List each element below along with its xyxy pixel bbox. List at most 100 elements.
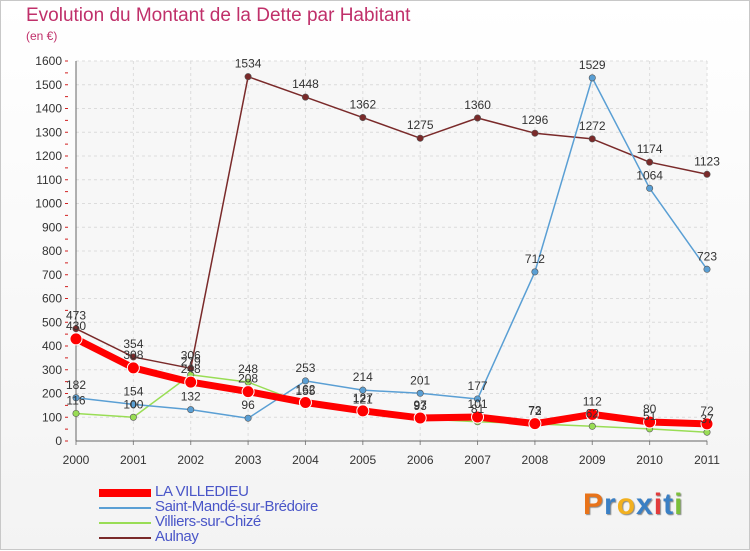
data-label-la-villedieu: 248 <box>181 362 201 376</box>
data-label-saint-mande-sur-bredoire: 1529 <box>579 58 606 72</box>
x-tick-label: 2002 <box>177 453 204 467</box>
logo-letter: t <box>663 488 675 521</box>
data-label-la-villedieu: 101 <box>468 397 488 411</box>
data-label-saint-mande-sur-bredoire: 132 <box>181 390 201 404</box>
data-label-saint-mande-sur-bredoire: 253 <box>295 361 315 375</box>
data-label-aulnay: 1448 <box>292 77 319 91</box>
data-label-saint-mande-sur-bredoire: 1064 <box>636 168 663 182</box>
data-point-saint-mande-sur-bredoire <box>703 265 711 273</box>
series-line-aulnay <box>75 75 708 370</box>
data-point-saint-mande-sur-bredoire <box>531 268 539 276</box>
data-label-la-villedieu: 127 <box>353 391 373 405</box>
data-point-saint-mande-sur-bredoire <box>646 184 654 192</box>
x-tick-label: 2011 <box>694 453 720 467</box>
y-tick-label: 900 <box>42 220 62 234</box>
data-label-la-villedieu: 97 <box>414 398 428 412</box>
data-point-la-villedieu <box>413 411 427 425</box>
data-point-aulnay <box>588 135 596 143</box>
data-point-aulnay <box>703 170 711 178</box>
data-label-aulnay: 1174 <box>637 142 663 156</box>
data-label-villiers-sur-chize: 62 <box>586 406 600 420</box>
data-point-villiers-sur-chize <box>129 413 137 421</box>
data-point-saint-mande-sur-bredoire <box>244 414 252 422</box>
legend-label: Villiers-sur-Chizé <box>155 513 261 530</box>
y-tick-label: 500 <box>42 315 62 329</box>
proxiti-logo: Proxiti <box>583 488 683 522</box>
data-label-la-villedieu: 308 <box>123 348 143 362</box>
data-point-aulnay <box>244 73 252 81</box>
data-point-saint-mande-sur-bredoire <box>129 400 137 408</box>
data-point-aulnay <box>301 93 309 101</box>
y-tick-label: 400 <box>42 339 62 353</box>
y-tick-label: 1200 <box>35 149 62 163</box>
y-tick-label: 0 <box>55 434 62 448</box>
data-point-villiers-sur-chize <box>588 422 596 430</box>
legend-label: Saint-Mandé-sur-Brédoire <box>155 498 318 515</box>
data-label-la-villedieu: 112 <box>583 394 602 408</box>
data-label-aulnay: 306 <box>181 348 201 362</box>
data-label-villiers-sur-chize: 100 <box>123 397 143 411</box>
y-tick-label: 600 <box>42 292 62 306</box>
x-tick-label: 2000 <box>63 453 90 467</box>
chart-subtitle: (en €) <box>26 29 58 43</box>
y-tick-label: 1500 <box>35 78 62 92</box>
data-point-aulnay <box>359 114 367 122</box>
data-label-villiers-sur-chize: 279 <box>181 355 201 369</box>
data-label-saint-mande-sur-bredoire: 201 <box>410 373 430 387</box>
series-line-saint-mande-sur-bredoire <box>75 77 708 419</box>
data-label-villiers-sur-chize: 81 <box>471 402 485 416</box>
data-label-aulnay: 1123 <box>694 154 720 168</box>
legend-swatch <box>99 507 151 509</box>
data-label-aulnay: 354 <box>123 337 143 351</box>
y-tick-label: 1000 <box>35 197 62 211</box>
data-point-la-villedieu <box>69 332 83 346</box>
data-label-saint-mande-sur-bredoire: 214 <box>353 370 373 384</box>
data-label-la-villedieu: 430 <box>66 319 86 333</box>
y-tick-label: 100 <box>42 410 62 424</box>
x-tick-label: 2007 <box>464 453 491 467</box>
data-label-villiers-sur-chize: 51 <box>643 409 657 423</box>
data-label-aulnay: 1275 <box>407 118 434 132</box>
y-tick-label: 1300 <box>35 125 62 139</box>
x-tick-label: 2004 <box>292 453 319 467</box>
data-point-saint-mande-sur-bredoire <box>416 389 424 397</box>
legend-swatch <box>99 537 151 539</box>
y-tick-label: 700 <box>42 268 62 282</box>
data-label-villiers-sur-chize: 116 <box>66 393 85 407</box>
legend-label: Aulnay <box>155 528 199 545</box>
data-point-la-villedieu <box>356 404 370 418</box>
data-point-aulnay <box>531 129 539 137</box>
data-label-saint-mande-sur-bredoire: 154 <box>123 384 143 398</box>
data-label-aulnay: 1360 <box>464 98 491 112</box>
data-label-aulnay: 473 <box>66 309 86 323</box>
logo-letter: P <box>583 488 605 521</box>
data-point-aulnay <box>72 325 80 333</box>
data-point-aulnay <box>646 158 654 166</box>
x-tick-label: 2008 <box>522 453 549 467</box>
data-label-la-villedieu: 73 <box>528 404 542 418</box>
data-label-saint-mande-sur-bredoire: 177 <box>468 379 488 393</box>
data-label-villiers-sur-chize: 37 <box>700 412 714 426</box>
logo-letter: x <box>636 488 654 521</box>
x-tick-label: 2005 <box>349 453 376 467</box>
data-label-saint-mande-sur-bredoire: 182 <box>66 378 86 392</box>
data-point-la-villedieu <box>643 415 657 429</box>
y-tick-label: 300 <box>42 363 62 377</box>
y-tick-label: 1100 <box>36 173 62 187</box>
data-point-la-villedieu <box>700 417 714 431</box>
data-label-la-villedieu: 72 <box>700 404 714 418</box>
data-label-aulnay: 1362 <box>349 98 376 112</box>
data-label-villiers-sur-chize: 93 <box>414 399 428 413</box>
data-point-aulnay <box>474 114 482 122</box>
data-label-aulnay: 1296 <box>522 113 549 127</box>
y-tick-label: 200 <box>42 387 62 401</box>
logo-letter: r <box>604 488 617 521</box>
data-label-villiers-sur-chize: 121 <box>353 392 373 406</box>
data-label-villiers-sur-chize: 155 <box>295 384 315 398</box>
legend-swatch <box>99 489 151 497</box>
data-point-saint-mande-sur-bredoire <box>474 395 482 403</box>
y-tick-label: 800 <box>42 244 62 258</box>
data-point-saint-mande-sur-bredoire <box>588 74 596 82</box>
